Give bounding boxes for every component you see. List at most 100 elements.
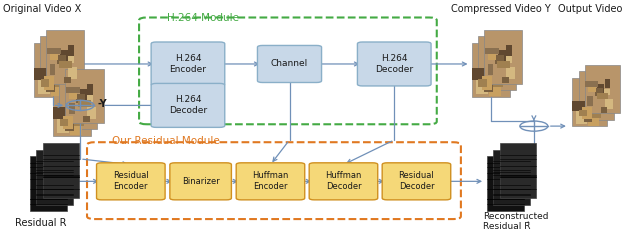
FancyBboxPatch shape — [497, 61, 510, 68]
FancyBboxPatch shape — [58, 55, 67, 64]
FancyBboxPatch shape — [506, 67, 515, 79]
FancyBboxPatch shape — [572, 101, 585, 111]
FancyBboxPatch shape — [601, 107, 607, 113]
FancyBboxPatch shape — [483, 76, 491, 89]
FancyBboxPatch shape — [50, 74, 65, 87]
FancyBboxPatch shape — [45, 76, 52, 89]
FancyBboxPatch shape — [484, 30, 522, 84]
Text: Compressed Video Y: Compressed Video Y — [451, 4, 551, 14]
Text: Residual
Decoder: Residual Decoder — [399, 171, 435, 191]
FancyBboxPatch shape — [34, 43, 72, 97]
FancyBboxPatch shape — [61, 56, 74, 63]
FancyBboxPatch shape — [595, 88, 603, 96]
FancyBboxPatch shape — [490, 83, 501, 96]
FancyBboxPatch shape — [588, 113, 599, 125]
Text: Residual R: Residual R — [15, 218, 66, 228]
FancyBboxPatch shape — [588, 106, 601, 118]
FancyBboxPatch shape — [50, 64, 56, 75]
FancyBboxPatch shape — [588, 82, 596, 92]
FancyBboxPatch shape — [597, 84, 604, 95]
FancyBboxPatch shape — [472, 68, 485, 80]
FancyBboxPatch shape — [357, 42, 431, 86]
FancyBboxPatch shape — [65, 69, 104, 123]
FancyBboxPatch shape — [68, 45, 74, 56]
FancyBboxPatch shape — [499, 50, 506, 62]
FancyBboxPatch shape — [484, 48, 499, 54]
FancyBboxPatch shape — [488, 64, 493, 75]
FancyBboxPatch shape — [34, 68, 47, 80]
FancyBboxPatch shape — [484, 80, 493, 92]
FancyBboxPatch shape — [236, 163, 305, 200]
FancyBboxPatch shape — [488, 74, 502, 87]
Text: Huffman
Decoder: Huffman Decoder — [325, 171, 362, 191]
FancyBboxPatch shape — [60, 50, 68, 62]
FancyBboxPatch shape — [46, 80, 56, 92]
FancyBboxPatch shape — [579, 110, 587, 116]
Text: Reconstructed
Residual R̂: Reconstructed Residual R̂ — [483, 212, 548, 231]
FancyBboxPatch shape — [47, 48, 61, 54]
Text: Original Video X: Original Video X — [3, 4, 81, 14]
FancyBboxPatch shape — [87, 84, 93, 95]
FancyBboxPatch shape — [87, 107, 96, 119]
FancyBboxPatch shape — [576, 110, 587, 124]
FancyBboxPatch shape — [482, 77, 492, 90]
FancyBboxPatch shape — [59, 61, 72, 68]
FancyBboxPatch shape — [65, 119, 74, 131]
FancyBboxPatch shape — [598, 89, 610, 95]
FancyBboxPatch shape — [579, 71, 614, 120]
FancyBboxPatch shape — [500, 56, 512, 63]
FancyBboxPatch shape — [493, 150, 530, 205]
FancyBboxPatch shape — [40, 36, 78, 90]
FancyBboxPatch shape — [53, 107, 67, 119]
FancyBboxPatch shape — [38, 78, 50, 94]
FancyBboxPatch shape — [76, 94, 85, 103]
FancyBboxPatch shape — [44, 77, 54, 90]
FancyBboxPatch shape — [70, 122, 82, 135]
FancyBboxPatch shape — [97, 163, 165, 200]
FancyBboxPatch shape — [30, 156, 67, 211]
Text: H.264
Decoder: H.264 Decoder — [169, 95, 207, 115]
FancyBboxPatch shape — [59, 75, 97, 129]
FancyBboxPatch shape — [479, 79, 487, 87]
FancyBboxPatch shape — [502, 77, 509, 83]
FancyBboxPatch shape — [78, 100, 91, 107]
FancyBboxPatch shape — [52, 82, 91, 136]
Text: Binarizer: Binarizer — [182, 177, 220, 186]
FancyBboxPatch shape — [476, 78, 488, 94]
FancyBboxPatch shape — [584, 111, 592, 122]
FancyBboxPatch shape — [64, 77, 71, 83]
FancyBboxPatch shape — [382, 163, 451, 200]
Text: Output Video: Output Video — [558, 4, 622, 14]
FancyBboxPatch shape — [63, 116, 74, 129]
FancyBboxPatch shape — [81, 95, 93, 102]
FancyBboxPatch shape — [596, 93, 609, 99]
FancyBboxPatch shape — [50, 49, 58, 60]
FancyBboxPatch shape — [68, 67, 77, 79]
FancyBboxPatch shape — [83, 116, 90, 122]
FancyBboxPatch shape — [64, 115, 72, 129]
FancyBboxPatch shape — [60, 119, 68, 126]
FancyBboxPatch shape — [585, 65, 620, 113]
Text: Our Residual Module: Our Residual Module — [112, 136, 220, 146]
FancyBboxPatch shape — [170, 163, 232, 200]
FancyBboxPatch shape — [51, 83, 63, 96]
FancyBboxPatch shape — [495, 55, 504, 64]
FancyBboxPatch shape — [46, 30, 84, 84]
FancyBboxPatch shape — [79, 89, 87, 102]
FancyBboxPatch shape — [257, 45, 321, 83]
FancyBboxPatch shape — [472, 43, 510, 97]
FancyBboxPatch shape — [605, 99, 612, 109]
FancyBboxPatch shape — [69, 113, 84, 126]
Text: H.264
Decoder: H.264 Decoder — [375, 54, 413, 74]
FancyBboxPatch shape — [40, 79, 49, 87]
FancyBboxPatch shape — [478, 36, 516, 90]
FancyBboxPatch shape — [506, 45, 512, 56]
FancyBboxPatch shape — [488, 49, 496, 60]
FancyBboxPatch shape — [36, 150, 73, 205]
FancyBboxPatch shape — [309, 163, 378, 200]
FancyBboxPatch shape — [582, 107, 592, 119]
FancyBboxPatch shape — [69, 88, 77, 99]
FancyBboxPatch shape — [151, 42, 225, 86]
FancyBboxPatch shape — [572, 78, 607, 126]
FancyBboxPatch shape — [588, 96, 593, 106]
